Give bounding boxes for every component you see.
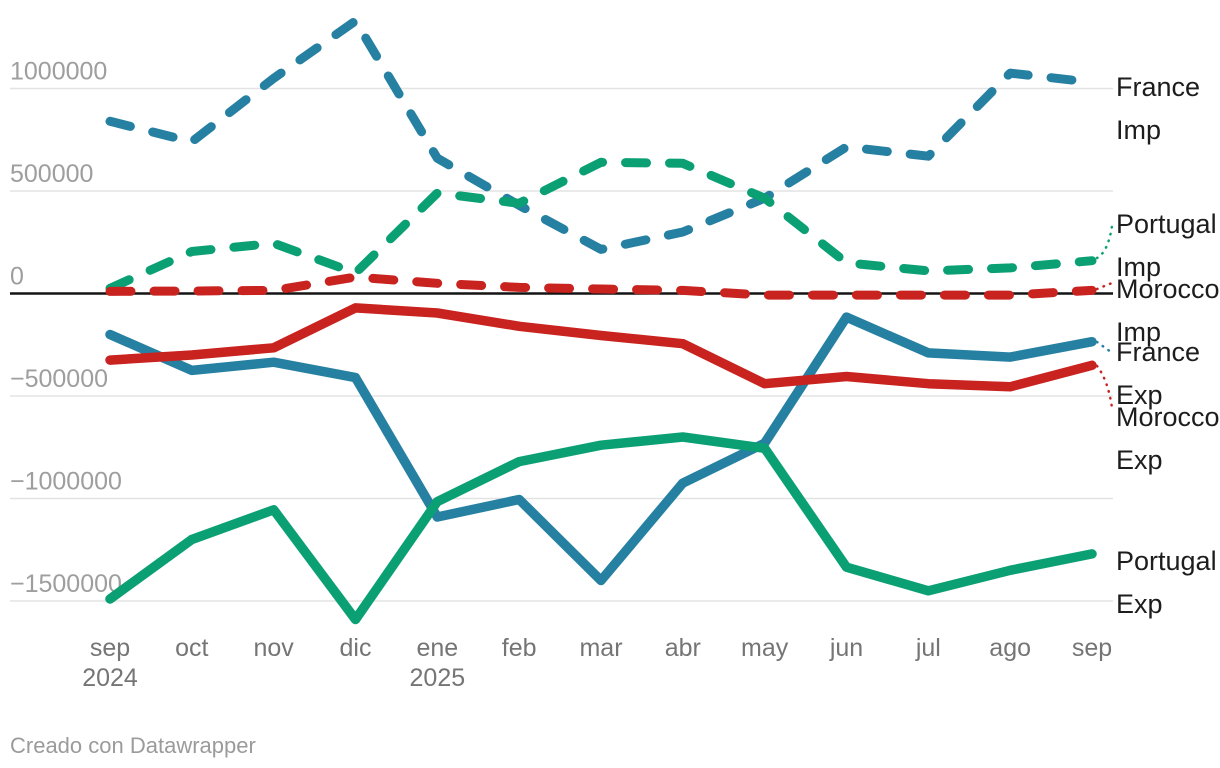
label-leader-line	[1095, 281, 1114, 291]
series-label-line: France	[1116, 337, 1201, 367]
series-label-line: Morocco	[1116, 402, 1220, 432]
x-axis-tick-label: ene	[416, 634, 458, 662]
x-axis-tick-label: abr	[665, 634, 701, 662]
x-axis-tick-label: feb	[502, 634, 537, 662]
x-axis-tick-label: may	[741, 634, 789, 662]
label-leader-line	[1095, 340, 1113, 354]
series-line-portugal-exp	[105, 432, 1097, 625]
series-label-line: Exp	[1116, 589, 1163, 619]
series-label-france-imp: France Imp	[1116, 66, 1220, 152]
x-axis-tick-label: dic	[340, 634, 372, 662]
series-label-line: Morocco	[1116, 274, 1220, 304]
x-axis-tick-label: sep	[90, 634, 130, 662]
x-axis-tick-label: sep	[1072, 634, 1112, 662]
x-axis-tick-label: jun	[829, 634, 863, 662]
series-label-line: Imp	[1116, 252, 1162, 282]
x-axis-tick-label: nov	[254, 634, 295, 662]
series-label-portugal-exp: Portugal Exp	[1116, 540, 1220, 626]
series-label-line: France	[1116, 72, 1201, 102]
series-line-france-imp	[105, 16, 1097, 254]
series-line-portugal-imp	[105, 157, 1097, 293]
series-line-morocco-imp	[105, 272, 1097, 300]
series-label-line: Exp	[1116, 445, 1163, 475]
series-line-france-exp	[105, 312, 1097, 586]
x-axis-tick-label: ago	[989, 634, 1031, 662]
series-label-morocco-imp: Morocco Imp	[1116, 268, 1220, 354]
series-label-line: Portugal	[1116, 546, 1217, 576]
y-axis-tick-label: 500000	[10, 160, 93, 188]
series-label-line: Portugal	[1116, 209, 1217, 239]
y-axis-tick-label: −1500000	[10, 570, 122, 598]
series-label-line: Imp	[1116, 317, 1162, 347]
y-axis-tick-label: 0	[10, 263, 24, 291]
series-label-portugal-imp: Portugal Imp	[1116, 203, 1220, 289]
x-axis-year-label: 2025	[410, 664, 466, 692]
series-label-france-exp: France Exp	[1116, 331, 1220, 417]
x-axis-tick-label: oct	[175, 634, 208, 662]
series-label-line: Imp	[1116, 115, 1162, 145]
x-axis-year-label: 2024	[82, 664, 138, 692]
x-axis-tick-label: jul	[915, 634, 941, 662]
y-axis-tick-label: −500000	[10, 365, 108, 393]
y-axis-tick-label: −1000000	[10, 468, 122, 496]
credit-text: Creado con Datawrapper	[10, 733, 256, 758]
label-leader-line	[1095, 224, 1114, 260]
x-axis-tick-label: mar	[579, 634, 622, 662]
y-axis-tick-label: 1000000	[10, 58, 107, 86]
series-label-morocco-exp: Morocco Exp	[1116, 396, 1220, 482]
label-leader-line	[1095, 364, 1114, 410]
series-label-line: Exp	[1116, 380, 1163, 410]
series-line-morocco-exp	[105, 303, 1097, 392]
